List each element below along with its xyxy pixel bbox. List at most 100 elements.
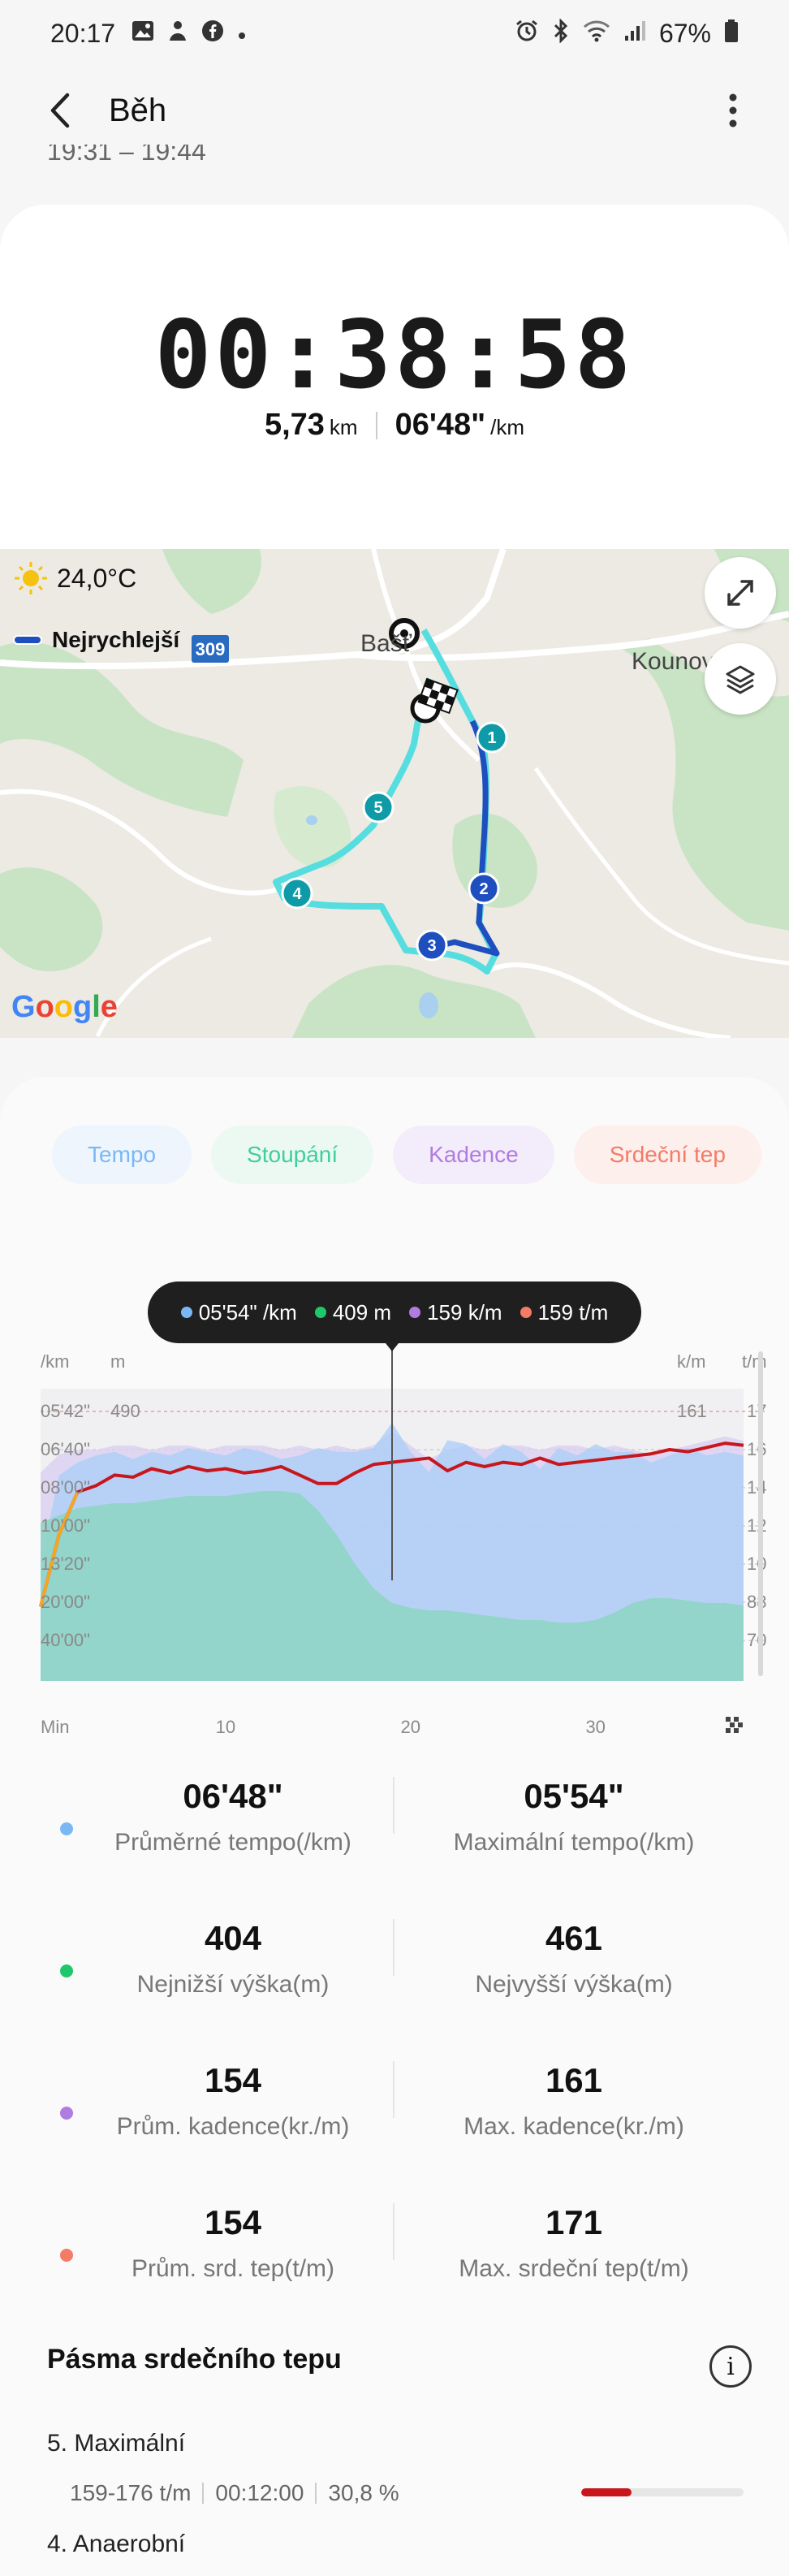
- x-tick-label: 20: [401, 1717, 420, 1737]
- chart-tooltip: 05'54" /km 409 m 159 k/m 159 t/m: [148, 1282, 641, 1343]
- lap-marker-1: 1: [487, 729, 496, 747]
- tab-label: Kadence: [429, 1142, 519, 1167]
- tab-tempo[interactable]: Tempo: [52, 1126, 192, 1184]
- max-elevation-value: 461: [545, 1919, 603, 1957]
- app-bar: Běh: [0, 67, 789, 154]
- more-notifications-icon: [237, 20, 247, 46]
- road-badge: 309: [196, 639, 226, 659]
- max-elevation-label: Nejvyšší výška(m): [475, 1971, 673, 1998]
- stat-divider: [393, 2203, 394, 2260]
- zone-divider: [202, 2483, 205, 2504]
- distance-unit: km: [329, 415, 358, 439]
- cadence-tick-label: 161: [677, 1401, 707, 1421]
- heart-rate-tick-label: 124: [747, 1515, 766, 1536]
- avg-cadence-value: 154: [204, 2061, 262, 2099]
- zone-5-detail: 159-176 t/m 00:12:00 30,8 %: [70, 2480, 399, 2506]
- zone-5-percent: 30,8 %: [328, 2480, 399, 2505]
- workout-chart[interactable]: /km m k/m t/m05'42"06'40"08'00"10'00"13'20"…: [36, 1343, 766, 1749]
- pace-tick-label: 05'42": [41, 1401, 90, 1421]
- signal-icon: [623, 19, 646, 48]
- avg-heart-rate-label: Prům. srd. tep(t/m): [131, 2255, 335, 2282]
- heart-rate-tick-label: 88: [747, 1592, 766, 1612]
- back-button[interactable]: [36, 86, 84, 135]
- app-notification-icon: [167, 19, 188, 48]
- elevation-area: [41, 1491, 744, 1681]
- heart-rate-tick-label: 70: [747, 1630, 766, 1650]
- avg-cadence-label: Prům. kadence(kr./m): [116, 2113, 350, 2140]
- elevation-tick-label: 490: [110, 1401, 140, 1421]
- map-layers-button[interactable]: [705, 643, 776, 715]
- cadence-dot: [409, 1307, 421, 1318]
- summary-stats: 5,73 km 06'48" /km: [0, 408, 789, 443]
- tooltip-cadence: 159 k/m: [427, 1299, 502, 1325]
- map-background: 309 Bašť Kounov 1 2 3 4 5: [0, 549, 789, 1038]
- tab-srdecni-tep[interactable]: Srdeční tep: [573, 1126, 761, 1184]
- map-legend: Nejrychlejší: [13, 627, 179, 653]
- x-tick-label: 30: [585, 1717, 605, 1737]
- max-pace-value: 05'54": [524, 1777, 624, 1815]
- alarm-icon: [515, 19, 539, 49]
- tab-label: Stoupání: [247, 1142, 338, 1167]
- tooltip-heart-rate: 159 t/m: [537, 1299, 609, 1325]
- pace-dot: [180, 1307, 192, 1318]
- more-options-button[interactable]: [713, 86, 753, 135]
- avg-pace-label: Průměrné tempo(/km): [114, 1829, 351, 1856]
- expand-icon: [727, 580, 753, 606]
- status-time: 20:17: [50, 18, 116, 48]
- tooltip-elevation: 409 m: [332, 1299, 392, 1325]
- weather-info: 24,0°C: [13, 560, 136, 596]
- lap-marker-5: 5: [373, 799, 382, 817]
- sun-icon: [15, 562, 47, 594]
- pace-axis-unit: /km: [41, 1351, 69, 1372]
- workout-duration: 00:38:58: [154, 300, 635, 410]
- more-vertical-icon: [729, 93, 737, 128]
- battery-percent: 67%: [658, 18, 711, 48]
- stat-divider: [393, 1919, 394, 1976]
- stat-row-heart-rate: 154 Prům. srd. tep(t/m) 171 Max. srdeční t…: [36, 2193, 753, 2336]
- heart-rate-zones-title: Pásma srdečního tepu: [47, 2344, 342, 2375]
- zone-divider: [315, 2483, 317, 2504]
- max-cadence-label: Max. kadence(kr./m): [463, 2113, 684, 2140]
- heart-rate-tick-label: 106: [747, 1554, 766, 1574]
- stat-row-pace: 06'48" Průměrné tempo(/km) 05'54" Maximáln…: [36, 1767, 753, 1909]
- stat-divider: [393, 2061, 394, 2118]
- route-map[interactable]: 309 Bašť Kounov 1 2 3 4 5 24,0°C Nejrych…: [0, 549, 789, 1038]
- max-heart-rate-label: Max. srdeční tep(t/m): [459, 2255, 689, 2282]
- elevation-dot: [314, 1307, 326, 1318]
- layers-icon: [726, 665, 755, 694]
- stat-dot: [60, 2249, 73, 2262]
- battery-icon: [724, 19, 739, 49]
- stat-dot: [60, 1822, 73, 1835]
- zone-5-progress-fill: [581, 2488, 632, 2496]
- wifi-icon: [583, 19, 610, 48]
- stat-dot: [60, 1964, 73, 1977]
- lap-marker-2: 2: [479, 880, 488, 898]
- expand-map-button[interactable]: [705, 557, 776, 629]
- tab-stoupani[interactable]: Stoupání: [211, 1126, 374, 1184]
- min-elevation-label: Nejnižší výška(m): [136, 1971, 330, 1998]
- pace-tick-label: 13'20": [41, 1554, 90, 1574]
- avg-heart-rate-value: 154: [204, 2203, 262, 2241]
- x-tick-label: Min: [41, 1717, 69, 1737]
- stat-dot: [60, 2107, 73, 2120]
- distance-value: 5,73: [264, 408, 325, 442]
- elevation-axis-unit: m: [110, 1351, 125, 1372]
- zone-5-range: 159-176 t/m: [70, 2480, 192, 2505]
- stat-row-cadence: 154 Prům. kadence(kr./m) 161 Max. kadence(…: [36, 2051, 753, 2193]
- tab-kadence[interactable]: Kadence: [393, 1126, 554, 1184]
- max-heart-rate-value: 171: [545, 2203, 603, 2241]
- zone-5-progress: [581, 2488, 744, 2496]
- cadence-axis-unit: k/m: [677, 1351, 705, 1372]
- info-icon[interactable]: i: [709, 2345, 752, 2388]
- tooltip-pace: 05'54" /km: [198, 1299, 297, 1325]
- max-pace-label: Maximální tempo(/km): [453, 1829, 695, 1856]
- pace-tick-label: 10'00": [41, 1515, 90, 1536]
- min-elevation-value: 404: [204, 1919, 262, 1957]
- avg-pace-value: 06'48": [183, 1777, 283, 1815]
- heart-rate-dot: [520, 1307, 532, 1318]
- x-tick-label: 10: [216, 1717, 235, 1737]
- pace-tick-label: 20'00": [41, 1592, 90, 1612]
- finish-flag-icon: [726, 1717, 743, 1733]
- lap-marker-3: 3: [427, 937, 436, 955]
- google-logo: Google: [11, 990, 118, 1024]
